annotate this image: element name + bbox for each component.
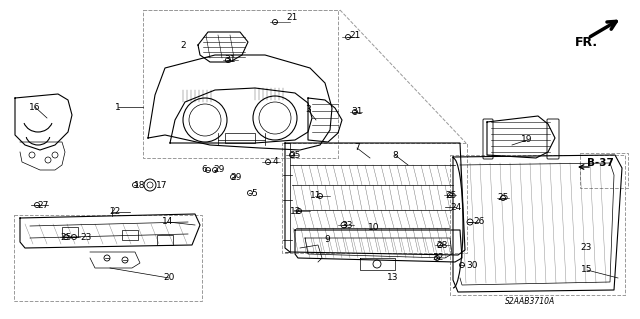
Text: 11: 11 bbox=[310, 191, 322, 201]
Text: 25: 25 bbox=[289, 151, 301, 160]
Text: 20: 20 bbox=[163, 273, 175, 283]
Text: 29: 29 bbox=[230, 173, 242, 182]
Text: 4: 4 bbox=[272, 158, 278, 167]
Bar bbox=[157, 235, 173, 245]
Bar bbox=[450, 155, 625, 295]
Text: 12: 12 bbox=[291, 206, 301, 216]
Text: 21: 21 bbox=[349, 32, 361, 41]
Text: 23: 23 bbox=[580, 243, 592, 253]
Text: 22: 22 bbox=[109, 207, 120, 217]
Text: 2: 2 bbox=[180, 41, 186, 49]
Text: B-37: B-37 bbox=[587, 158, 613, 168]
Text: 18: 18 bbox=[134, 181, 146, 189]
Text: 16: 16 bbox=[29, 102, 41, 112]
Text: 19: 19 bbox=[521, 136, 532, 145]
Text: 25: 25 bbox=[445, 190, 457, 199]
Text: 5: 5 bbox=[251, 189, 257, 197]
Text: S2AAB3710A: S2AAB3710A bbox=[505, 298, 555, 307]
Text: 13: 13 bbox=[387, 272, 399, 281]
Bar bbox=[14, 215, 202, 301]
Text: 31: 31 bbox=[351, 108, 363, 116]
Text: 17: 17 bbox=[156, 181, 168, 189]
Text: 28: 28 bbox=[436, 241, 448, 249]
Text: 30: 30 bbox=[467, 261, 477, 270]
Text: 8: 8 bbox=[392, 151, 398, 160]
Text: 24: 24 bbox=[451, 203, 461, 211]
Text: 23: 23 bbox=[80, 233, 92, 241]
Text: FR.: FR. bbox=[575, 35, 598, 48]
Text: 31: 31 bbox=[224, 56, 236, 64]
Text: 25: 25 bbox=[60, 233, 72, 241]
Bar bbox=[282, 143, 467, 253]
Text: 33: 33 bbox=[341, 220, 353, 229]
Text: 10: 10 bbox=[368, 224, 380, 233]
Text: 1: 1 bbox=[115, 102, 121, 112]
Text: 14: 14 bbox=[163, 218, 173, 226]
Bar bbox=[580, 153, 628, 188]
Text: 6: 6 bbox=[201, 166, 207, 174]
Text: 29: 29 bbox=[213, 166, 225, 174]
Bar bbox=[62, 227, 78, 237]
Text: 32: 32 bbox=[432, 254, 444, 263]
Text: 3: 3 bbox=[305, 106, 311, 115]
Bar bbox=[225, 133, 255, 143]
Text: 15: 15 bbox=[581, 265, 593, 275]
Text: 26: 26 bbox=[474, 218, 484, 226]
Text: 7: 7 bbox=[354, 144, 360, 152]
Text: 25: 25 bbox=[497, 194, 509, 203]
Bar bbox=[122, 230, 138, 240]
Text: 9: 9 bbox=[324, 235, 330, 244]
Text: 27: 27 bbox=[37, 201, 49, 210]
Text: 21: 21 bbox=[286, 12, 298, 21]
Bar bbox=[143, 10, 338, 158]
